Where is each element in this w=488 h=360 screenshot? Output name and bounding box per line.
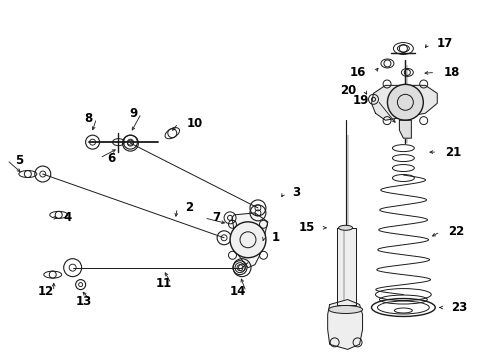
Polygon shape xyxy=(371,85,436,120)
Text: 23: 23 xyxy=(450,301,467,314)
Text: 13: 13 xyxy=(75,295,92,308)
Ellipse shape xyxy=(338,225,352,230)
Polygon shape xyxy=(327,300,362,349)
Text: 17: 17 xyxy=(435,37,451,50)
Circle shape xyxy=(229,222,265,258)
Text: 11: 11 xyxy=(155,277,171,290)
Text: 1: 1 xyxy=(271,231,280,244)
Text: 15: 15 xyxy=(298,221,314,234)
Text: 3: 3 xyxy=(291,186,299,199)
Text: 4: 4 xyxy=(63,211,72,224)
Text: 2: 2 xyxy=(185,201,193,215)
Text: 20: 20 xyxy=(340,84,356,97)
Text: 18: 18 xyxy=(442,66,459,79)
Text: 14: 14 xyxy=(229,285,246,298)
Text: 22: 22 xyxy=(447,225,464,238)
Ellipse shape xyxy=(328,306,362,314)
Text: 8: 8 xyxy=(84,112,93,125)
Polygon shape xyxy=(232,213,267,268)
Polygon shape xyxy=(336,228,355,305)
Text: 21: 21 xyxy=(444,145,461,159)
Text: 5: 5 xyxy=(15,154,23,167)
Polygon shape xyxy=(399,120,410,138)
Circle shape xyxy=(386,84,423,120)
Text: 6: 6 xyxy=(107,152,116,165)
Text: 12: 12 xyxy=(38,285,54,298)
Text: 7: 7 xyxy=(212,211,220,224)
Text: 10: 10 xyxy=(186,117,202,130)
Text: 9: 9 xyxy=(129,107,137,120)
Text: 19: 19 xyxy=(352,94,369,107)
Text: 16: 16 xyxy=(349,66,366,79)
